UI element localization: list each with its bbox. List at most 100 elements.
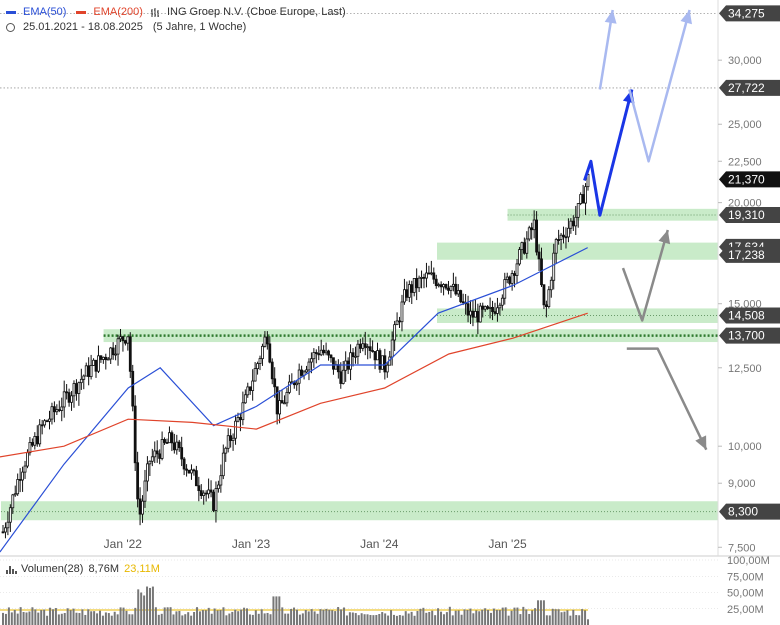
- candle-body: [522, 242, 526, 254]
- volume-bar: [513, 607, 516, 625]
- volume-bar: [528, 613, 531, 625]
- price-level-label: 17,238: [728, 248, 765, 262]
- volume-bar: [457, 610, 460, 625]
- candle-body: [405, 289, 409, 298]
- volume-bar: [96, 613, 99, 625]
- ema-lines: [0, 247, 588, 553]
- volume-bar: [516, 607, 519, 625]
- candle-body: [535, 219, 538, 253]
- bull-arrow-primary: [583, 89, 634, 217]
- ema50-label: EMA(50): [23, 6, 67, 18]
- volume-bar: [466, 610, 469, 625]
- candle-body: [398, 320, 401, 323]
- volume-bar: [219, 610, 222, 625]
- volume-bar: [463, 609, 466, 625]
- candle-body: [390, 339, 394, 358]
- volume-bar: [175, 611, 178, 625]
- volume-bar: [28, 611, 31, 625]
- volume-bar: [269, 614, 272, 625]
- volume-bar: [531, 610, 534, 625]
- candle-body: [520, 242, 524, 251]
- volume-bar: [93, 611, 96, 625]
- volume-bar: [390, 610, 393, 625]
- volume-bar: [245, 608, 248, 625]
- candle-body: [385, 364, 389, 373]
- candle-body: [57, 409, 61, 412]
- volume-bar: [337, 607, 340, 625]
- volume-bar: [437, 608, 440, 625]
- candle-body: [576, 203, 580, 218]
- candle-body: [1, 531, 5, 534]
- volume-bar: [410, 611, 413, 625]
- volume-bar: [392, 614, 395, 625]
- volume-bar: [16, 613, 19, 625]
- candle-body: [199, 490, 203, 496]
- price-level-badge: [719, 246, 780, 263]
- volume-bar: [363, 614, 366, 625]
- candle-body: [469, 310, 472, 316]
- ema200-label: EMA(200): [93, 6, 143, 18]
- volume-bar: [351, 612, 354, 625]
- price-level-badge: [719, 79, 780, 96]
- candle-body: [486, 306, 490, 309]
- candle-body: [190, 469, 193, 474]
- candle-body: [429, 272, 433, 275]
- volume-bar: [325, 608, 328, 625]
- volume-bar: [281, 607, 284, 625]
- volume-bar: [213, 608, 216, 625]
- volume-bar: [172, 614, 175, 625]
- volume-bar: [422, 607, 425, 625]
- candle-body: [209, 489, 213, 493]
- volume-bar: [569, 615, 572, 625]
- volume-bar: [190, 615, 193, 625]
- candle-body: [403, 289, 406, 303]
- candle-body: [542, 284, 546, 306]
- candle-body: [79, 378, 83, 384]
- volume-bar: [581, 609, 584, 625]
- candle-body: [143, 480, 147, 502]
- volume-bar: [72, 608, 75, 625]
- volume-bar: [316, 613, 319, 625]
- y-tick-label: 7,500: [728, 542, 756, 554]
- volume-bar: [478, 611, 481, 625]
- volume-bar: [578, 615, 581, 625]
- candle-body: [549, 279, 553, 291]
- volume-icon: [6, 565, 17, 574]
- volume-bar: [40, 610, 43, 625]
- volume-bar: [13, 609, 16, 625]
- volume-bar: [348, 612, 351, 625]
- candle-body: [48, 418, 51, 422]
- bull-arrow-secondary: [598, 9, 614, 90]
- volume-bar: [134, 607, 137, 625]
- candle-body: [285, 391, 289, 404]
- volume-bar: [122, 607, 125, 625]
- volume-tick-label: 50,00M: [727, 588, 764, 600]
- candle-body: [158, 453, 162, 459]
- volume-bar: [425, 612, 428, 625]
- candle-body: [136, 462, 140, 500]
- candle-body: [40, 424, 44, 427]
- candle-body: [567, 227, 570, 238]
- candle-body: [263, 336, 267, 347]
- candle-body: [43, 420, 47, 426]
- y-tick-label: 10,000: [728, 441, 762, 453]
- volume-bar: [248, 614, 251, 625]
- candle-body: [407, 284, 411, 298]
- candle-body: [461, 301, 465, 304]
- candle-body: [82, 375, 86, 380]
- candle-body: [72, 383, 76, 397]
- candle-body: [498, 304, 502, 309]
- volume-bar: [4, 613, 7, 625]
- candle-body: [275, 386, 279, 415]
- volume-bar: [193, 612, 196, 625]
- candle-body: [544, 304, 548, 308]
- volume-bar: [345, 615, 348, 625]
- candle-body: [395, 320, 399, 326]
- candle-body: [175, 441, 179, 451]
- candle-body: [273, 378, 277, 388]
- price-level-badge: [719, 503, 780, 520]
- volume-bar: [204, 610, 207, 625]
- candle-body: [415, 278, 419, 289]
- date-range: 25.01.2021 - 18.08.2025: [23, 21, 143, 33]
- volume-bar: [60, 613, 63, 625]
